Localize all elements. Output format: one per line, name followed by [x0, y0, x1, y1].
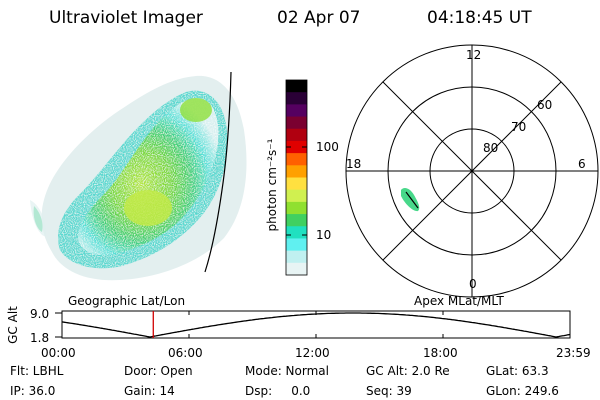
colorbar-swatch: [286, 92, 307, 105]
status-glon: GLon: 249.6: [486, 384, 559, 398]
status-gc-alt: GC Alt: 2.0 Re: [366, 364, 450, 378]
colorbar-swatch: [286, 140, 307, 154]
gc-alt-axis-label: GC Alt: [6, 306, 20, 344]
lat-label-80: 80: [483, 141, 499, 155]
status-dsp: Dsp: 0.0: [245, 384, 311, 398]
polar-plot: [345, 44, 599, 298]
colorbar-swatch: [286, 262, 307, 276]
colorbar-swatch: [286, 238, 307, 252]
colorbar-swatch: [286, 116, 307, 130]
color-bar: [285, 79, 308, 276]
time-tick-0000: 00:00: [41, 346, 76, 360]
colorbar-swatch: [286, 80, 307, 93]
colorbar-swatch: [286, 250, 307, 264]
mlt-label-6: 6: [578, 157, 586, 171]
geographic-label: Geographic Lat/Lon: [68, 294, 186, 308]
colorbar-unit-label: photon cm⁻²s⁻¹: [265, 138, 279, 232]
colorbar-tick-100: 100: [316, 140, 339, 154]
time-tick-0600: 06:00: [168, 346, 203, 360]
colorbar-swatch: [286, 165, 307, 178]
instrument-title: Ultraviolet Imager: [49, 8, 203, 28]
alt-tick-low: 1.8: [30, 331, 50, 345]
time-tick-1800: 18:00: [423, 346, 458, 360]
status-door: Door: Open: [124, 364, 193, 378]
time-tick-1200: 12:00: [295, 346, 330, 360]
colorbar-swatch: [286, 104, 307, 118]
polar-aurora: [401, 187, 420, 212]
time-tick-2359: 23:59: [556, 346, 591, 360]
mlt-label-18: 18: [346, 157, 362, 171]
colorbar-tick-10: 10: [316, 228, 332, 242]
lat-label-70: 70: [511, 120, 527, 134]
status-seq: Seq: 39: [366, 384, 412, 398]
mlt-label-0: 0: [469, 277, 477, 291]
colorbar-swatch: [286, 226, 307, 239]
status-mode: Mode: Normal: [245, 364, 329, 378]
colorbar-swatch: [286, 201, 307, 215]
colorbar-swatch: [286, 189, 307, 203]
status-glat: GLat: 63.3: [486, 364, 549, 378]
alt-tick-high: 9.0: [30, 307, 50, 321]
time-label: 04:18:45 UT: [427, 8, 532, 28]
colorbar-swatch: [286, 128, 307, 142]
colorbar-swatch: [286, 153, 307, 166]
status-gain: Gain: 14: [124, 384, 175, 398]
mlt-label-12: 12: [466, 48, 482, 62]
colorbar-swatch: [286, 177, 307, 191]
status-filter: Flt: LBHL: [10, 364, 64, 378]
apex-label: Apex MLat/MLT: [414, 294, 504, 308]
lat-label-60: 60: [537, 98, 553, 112]
colorbar-swatch: [286, 214, 307, 227]
date-label: 02 Apr 07: [277, 8, 361, 28]
auroral-image: [30, 71, 247, 281]
status-ip: IP: 36.0: [10, 384, 56, 398]
altitude-strip: [55, 310, 571, 339]
